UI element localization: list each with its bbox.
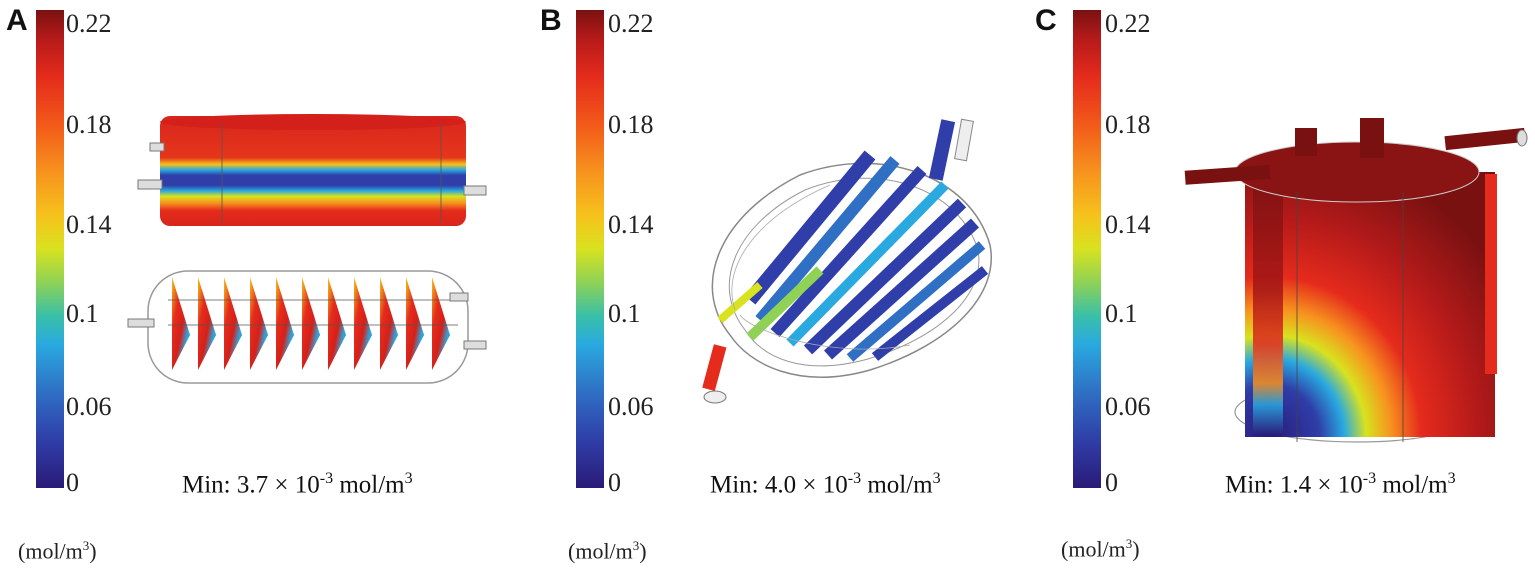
- reactor-b: [702, 118, 992, 404]
- colorbar: [1073, 10, 1101, 488]
- tick-label: 0.18: [66, 109, 112, 139]
- panel-label: C: [1035, 4, 1057, 37]
- tick-label: 0: [66, 468, 79, 498]
- min-value-label: Min: 1.4 × 10-3 mol/m3: [1225, 470, 1456, 499]
- min-value-label: Min: 4.0 × 10-3 mol/m3: [710, 470, 941, 499]
- tick-label: 0.06: [66, 391, 112, 421]
- colorbar: [36, 10, 64, 488]
- tick-label: 0.18: [608, 109, 654, 139]
- colorbar-ticks: 0.22 0.18 0.14 0.1 0.06 0: [1105, 9, 1195, 497]
- colorbar: [576, 10, 604, 488]
- tick-label: 0.1: [608, 298, 641, 328]
- reactor-a-bottom: [127, 270, 487, 384]
- reactor-a-top: [137, 114, 487, 226]
- tick-label: 0.14: [1105, 210, 1151, 240]
- reactor-c: [1184, 118, 1528, 443]
- min-value-label: Min: 3.7 × 10-3 mol/m3: [182, 470, 413, 499]
- tick-label: 0.1: [1105, 298, 1138, 328]
- tick-label: 0.14: [608, 210, 654, 240]
- tick-label: 0.06: [608, 391, 654, 421]
- tick-label: 0: [608, 468, 621, 498]
- tick-label: 0.22: [1105, 9, 1151, 39]
- panel-b: B 0.22 0.18 0.14 0.1 0.06 0 (mol/m3): [540, 0, 1040, 570]
- tick-label: 0.22: [608, 9, 654, 39]
- colorbar-units: (mol/m3): [568, 538, 647, 564]
- colorbar-units: (mol/m3): [1061, 536, 1140, 562]
- tick-label: 0: [1105, 468, 1118, 498]
- tick-label: 0.14: [66, 210, 112, 240]
- colorbar-ticks: 0.22 0.18 0.14 0.1 0.06 0: [66, 9, 156, 497]
- tick-label: 0.1: [66, 298, 99, 328]
- tick-label: 0.18: [1105, 109, 1151, 139]
- panel-label: B: [540, 4, 562, 37]
- panel-c: C 0.22 0.18 0.14 0.1 0.06 0 (mol/m3): [1035, 0, 1535, 570]
- colorbar-units: (mol/m3): [18, 538, 97, 564]
- panel-label: A: [6, 4, 28, 37]
- colorbar-ticks: 0.22 0.18 0.14 0.1 0.06 0: [608, 9, 698, 497]
- tick-label: 0.06: [1105, 391, 1151, 421]
- tick-label: 0.22: [66, 9, 112, 39]
- panel-a: A 0.22 0.18 0.14 0.1 0.06 0 (mol/m3): [0, 0, 500, 570]
